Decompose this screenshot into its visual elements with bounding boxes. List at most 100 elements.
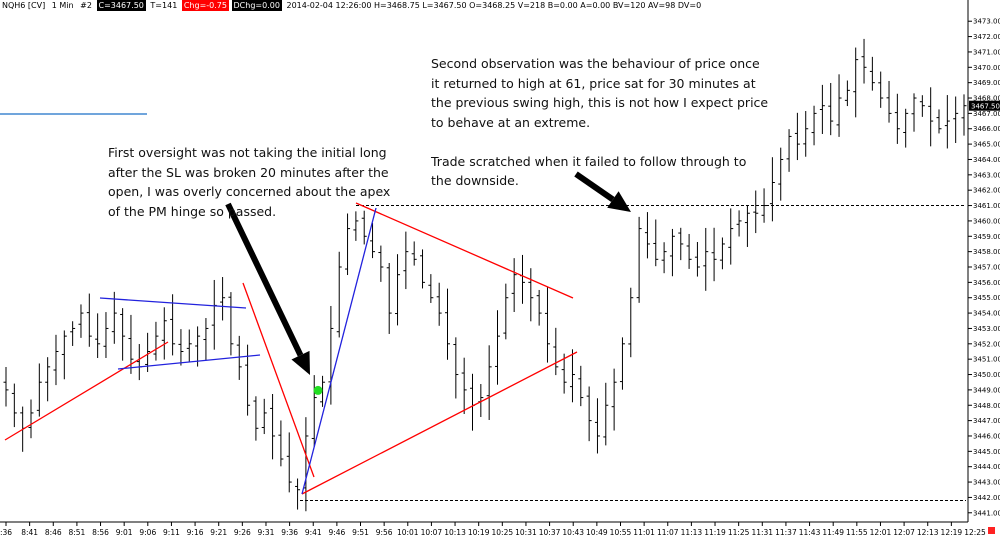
ohlc-bar [503,283,509,340]
y-tick-label: 3465.00 [973,141,1000,149]
ohlc-bar [894,93,900,144]
y-tick-label: 3445.00 [973,448,1000,456]
y-axis: 3441.00 3442.00 3443.00 3444.00 3445.00 3446.… [967,0,1000,522]
x-tick-label: 12:13 [917,528,939,537]
ohlc-bar [511,258,517,313]
y-tick-label: 3444.00 [973,463,1000,471]
x-tick-label: 11:55 [846,528,868,537]
ohlc-bar [386,262,392,334]
ohlc-bar [95,313,101,358]
y-tick-label: 3452.00 [973,340,1000,348]
ohlc-bar [211,279,217,350]
ohlc-bar [544,287,550,363]
ohlc-bar [778,147,784,201]
ohlc-bar [694,241,700,277]
x-tick-label: 10:37 [539,528,561,537]
ohlc-bar [494,310,500,385]
trendline-red [4,341,169,441]
y-tick-label: 3447.00 [973,417,1000,425]
ohlc-bar [428,274,434,303]
ohlc-bar [320,375,326,407]
x-tick-label: 10:43 [562,528,584,537]
ohlc-bar [678,227,684,261]
ohlc-bar [811,105,817,146]
y-tick-label: 3467.00 [973,110,1000,118]
x-tick-label: 9:56 [376,528,393,537]
ohlc-bar [370,222,376,259]
x-tick-label: 12:07 [893,528,915,537]
ohlc-bar [578,365,584,407]
y-tick-label: 3459.00 [973,233,1000,241]
x-tick-label: 9:11 [163,528,180,537]
ohlc-bar [536,289,542,326]
ohlc-bar [553,327,559,376]
ohlc-bar [619,337,625,390]
ohlc-bar [953,96,959,144]
y-tick-label: 3472.00 [973,33,1000,41]
ohlc-bar [153,321,159,361]
y-tick-label: 3441.00 [973,509,1000,517]
ohlc-bars [3,38,967,512]
ohlc-bar [295,478,301,510]
horizontal-levels [0,113,966,501]
ohlc-bar [936,109,942,134]
x-tick-label: 11:37 [775,528,797,537]
ohlc-bar [453,337,459,399]
y-tick-label: 3466.00 [973,125,1000,133]
arrow-shaft [574,171,615,202]
ohlc-bar [728,208,734,265]
ohlc-bar [403,231,409,290]
ohlc-bar [420,249,426,289]
ohlc-bar [245,344,251,416]
ohlc-bar [819,84,825,134]
ohlc-bar [528,268,534,322]
y-tick-label: 3457.00 [973,264,1000,272]
ohlc-bar [270,393,276,460]
daily-change: DChg=0.00 [231,0,282,11]
x-tick-label: 11:07 [657,528,679,537]
ohlc-bar [719,237,725,270]
x-tick-label: 11:01 [633,528,655,537]
y-tick-label: 3453.00 [973,325,1000,333]
symbol-label: NQH6 [CV] [2,1,46,10]
y-tick-label: 3461.00 [973,202,1000,210]
x-tick-label: 12:19 [941,528,963,537]
ohlc-bar [395,254,401,326]
ohlc-bar [461,357,467,414]
ohlc-bar [3,367,9,407]
x-tick-label: 9:31 [258,528,275,537]
corner-box [988,527,995,534]
y-tick-label: 3464.00 [973,156,1000,164]
ohlc-bar [470,373,476,431]
annotation-first-oversight: First oversight was not taking the initi… [108,145,391,219]
ohlc-bar [836,74,842,137]
ohlc-bar [919,95,925,117]
x-tick-label: 10:55 [610,528,632,537]
ohlc-bar [170,294,176,356]
ohlc-bar [794,112,800,161]
ohlc-bar [378,245,384,282]
ohlc-bar [869,56,875,91]
ohlc-bar [195,326,201,367]
y-tick-label: 3463.00 [973,171,1000,179]
ohlc-bar [253,396,259,441]
x-axis: :36 8:41 8:46 8:51 8:56 9:01 9:06 9:11 9:16 9:21 9… [0,521,995,537]
ohlc-bar [744,205,750,247]
x-tick-label: 9:06 [139,528,156,537]
x-tick-label: 9:51 [352,528,369,537]
ohlc-bar [445,288,451,360]
x-tick-label: :36 [0,528,12,537]
ohlc-bar [594,398,600,454]
y-tick-label: 3455.00 [973,294,1000,302]
ohlc-bar [186,329,192,363]
x-tick-label: 11:43 [799,528,821,537]
x-tick-label: 8:56 [92,528,109,537]
x-tick-label: 8:41 [21,528,38,537]
ohlc-bar [161,307,167,360]
ohlc-bar [336,251,342,338]
ohlc-bar [911,93,917,132]
ohlc-bar [961,94,967,136]
y-tick-label: 3469.00 [973,79,1000,87]
ohlc-bar [644,212,650,259]
ohlc-bar [136,344,142,381]
